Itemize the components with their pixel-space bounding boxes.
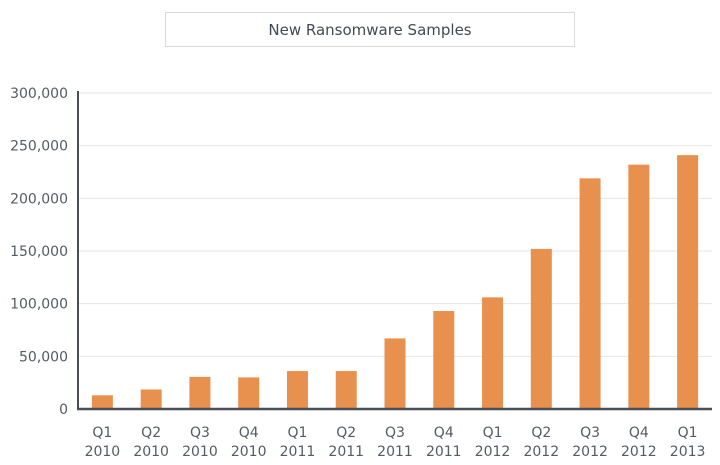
y-tick-label: 200,000 <box>10 191 68 207</box>
x-tick-label-quarter: Q4 <box>434 425 454 441</box>
chart-title: New Ransomware Samples <box>165 12 575 47</box>
x-tick-label-year: 2010 <box>133 444 169 460</box>
x-tick-label-quarter: Q3 <box>190 425 210 441</box>
x-tick-label-quarter: Q1 <box>483 425 503 441</box>
x-tick-label-quarter: Q4 <box>629 425 649 441</box>
bar <box>91 395 113 409</box>
x-tick-label-quarter: Q2 <box>531 425 551 441</box>
x-tick-label-year: 2010 <box>85 444 121 460</box>
bar <box>140 389 162 409</box>
x-tick-label-year: 2011 <box>280 444 316 460</box>
x-tick-label-year: 2013 <box>670 444 706 460</box>
x-tick-label-year: 2012 <box>572 444 608 460</box>
x-tick-label-quarter: Q2 <box>336 425 356 441</box>
x-tick-label-year: 2012 <box>621 444 657 460</box>
x-tick-label-quarter: Q3 <box>385 425 405 441</box>
x-tick-label-year: 2011 <box>328 444 364 460</box>
y-tick-label: 50,000 <box>19 349 68 365</box>
x-tick-label-quarter: Q1 <box>678 425 698 441</box>
bar <box>579 178 601 409</box>
x-tick-label-year: 2010 <box>231 444 267 460</box>
y-tick-label: 300,000 <box>10 86 68 102</box>
x-tick-label-quarter: Q1 <box>287 425 307 441</box>
y-tick-label: 0 <box>59 402 68 418</box>
x-tick-label-year: 2011 <box>426 444 462 460</box>
bar <box>286 371 308 409</box>
x-tick-label-quarter: Q1 <box>92 425 112 441</box>
y-tick-label: 250,000 <box>10 139 68 155</box>
x-tick-label-year: 2012 <box>475 444 511 460</box>
bar <box>384 338 406 409</box>
bar <box>433 311 455 409</box>
bar <box>628 164 650 409</box>
bar <box>482 297 504 409</box>
x-tick-label-year: 2011 <box>377 444 413 460</box>
x-tick-label-year: 2012 <box>523 444 559 460</box>
x-tick-label-quarter: Q2 <box>141 425 161 441</box>
x-tick-label-quarter: Q3 <box>580 425 600 441</box>
bar <box>677 155 699 409</box>
bar <box>189 376 211 409</box>
bar <box>530 248 552 409</box>
x-tick-label-year: 2010 <box>182 444 218 460</box>
bar <box>335 371 357 409</box>
y-tick-label: 100,000 <box>10 297 68 313</box>
y-tick-label: 150,000 <box>10 244 68 260</box>
x-tick-label-quarter: Q4 <box>239 425 259 441</box>
bar <box>238 377 260 409</box>
